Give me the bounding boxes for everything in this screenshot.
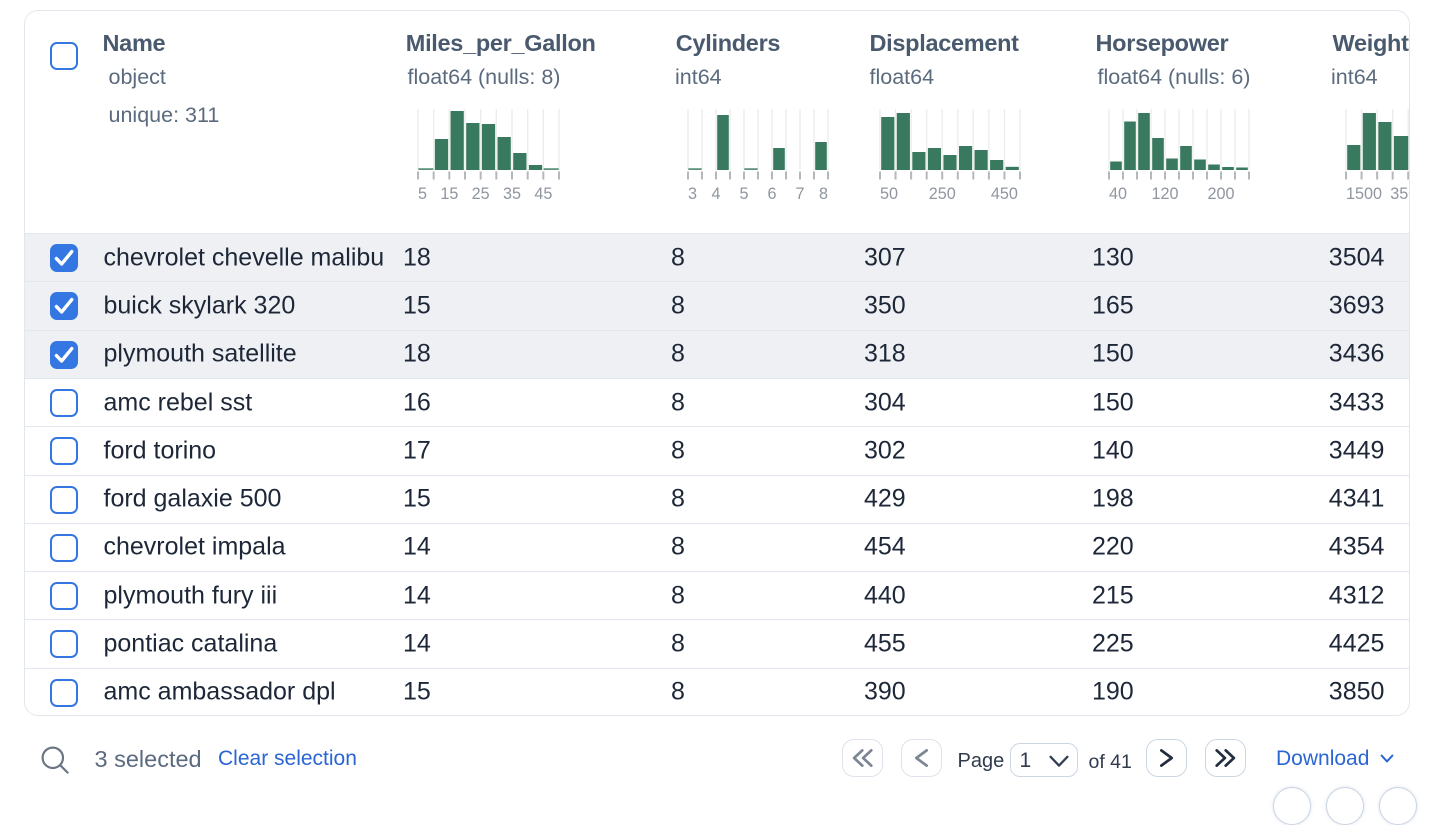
svg-text:450: 450 — [991, 185, 1018, 203]
svg-text:5: 5 — [418, 185, 427, 203]
svg-text:7: 7 — [795, 185, 804, 203]
svg-text:25: 25 — [472, 185, 490, 203]
svg-text:5: 5 — [739, 185, 748, 203]
svg-text:40: 40 — [1109, 185, 1127, 203]
svg-text:35: 35 — [503, 185, 521, 203]
svg-text:200: 200 — [1207, 185, 1234, 203]
svg-text:8: 8 — [819, 185, 828, 203]
svg-text:50: 50 — [880, 185, 898, 203]
svg-text:15: 15 — [440, 185, 458, 203]
svg-text:120: 120 — [1151, 185, 1178, 203]
svg-text:4: 4 — [711, 185, 720, 203]
svg-text:6: 6 — [767, 185, 776, 203]
svg-text:45: 45 — [534, 185, 552, 203]
svg-text:250: 250 — [929, 185, 956, 203]
svg-text:3: 3 — [688, 185, 697, 203]
svg-text:3500: 3500 — [1390, 185, 1410, 203]
svg-text:1500: 1500 — [1346, 185, 1382, 203]
